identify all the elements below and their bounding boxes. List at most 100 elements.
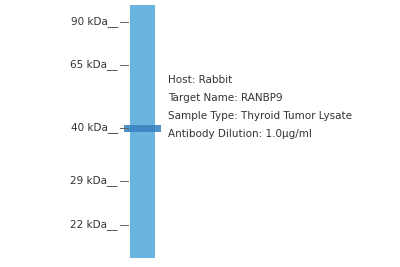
Bar — [130, 125, 155, 127]
Bar — [130, 133, 155, 135]
Bar — [130, 201, 155, 202]
Bar — [130, 95, 155, 96]
Bar — [130, 187, 155, 189]
Bar — [130, 164, 155, 165]
Bar — [130, 160, 155, 162]
Bar — [130, 154, 155, 155]
Bar — [130, 186, 155, 187]
Bar — [130, 18, 155, 20]
Bar — [130, 62, 155, 64]
Bar — [130, 207, 155, 209]
Bar — [130, 47, 155, 49]
Text: Sample Type: Thyroid Tumor Lysate: Sample Type: Thyroid Tumor Lysate — [168, 111, 352, 121]
Bar — [130, 89, 155, 91]
Bar — [130, 86, 155, 88]
Bar — [130, 96, 155, 98]
Bar — [130, 150, 155, 152]
Bar — [130, 229, 155, 231]
Bar — [130, 184, 155, 186]
Bar — [130, 142, 155, 143]
Bar — [130, 104, 155, 106]
Bar — [130, 72, 155, 74]
Bar — [130, 54, 155, 56]
Bar — [130, 83, 155, 84]
Bar — [130, 7, 155, 8]
Bar — [130, 59, 155, 61]
Bar — [130, 30, 155, 32]
Bar — [130, 209, 155, 211]
Text: 40 kDa__: 40 kDa__ — [71, 123, 118, 134]
Bar — [130, 10, 155, 12]
Bar — [130, 248, 155, 250]
Bar — [130, 118, 155, 120]
Bar — [130, 61, 155, 62]
Text: 90 kDa__: 90 kDa__ — [71, 17, 118, 28]
Bar — [130, 84, 155, 86]
Bar — [130, 170, 155, 172]
Bar — [130, 128, 155, 130]
Bar — [130, 168, 155, 170]
Bar — [130, 182, 155, 184]
Bar — [130, 152, 155, 154]
Bar — [130, 214, 155, 216]
Text: 22 kDa__: 22 kDa__ — [70, 219, 118, 230]
Bar — [130, 57, 155, 59]
Bar — [130, 206, 155, 207]
Bar — [130, 29, 155, 30]
Bar — [130, 251, 155, 253]
Bar — [124, 124, 161, 132]
Bar — [130, 234, 155, 236]
Bar — [130, 223, 155, 224]
Bar — [130, 91, 155, 93]
Bar — [130, 106, 155, 108]
Bar — [130, 143, 155, 145]
Text: Host: Rabbit: Host: Rabbit — [168, 75, 232, 85]
Bar — [130, 236, 155, 238]
Text: Target Name: RANBP9: Target Name: RANBP9 — [168, 93, 283, 103]
Bar — [130, 202, 155, 204]
Bar — [130, 88, 155, 89]
Bar — [130, 77, 155, 79]
Bar — [130, 130, 155, 132]
Bar — [130, 204, 155, 206]
Bar — [130, 199, 155, 201]
Bar — [130, 238, 155, 239]
Text: Antibody Dilution: 1.0µg/ml: Antibody Dilution: 1.0µg/ml — [168, 129, 312, 139]
Bar — [130, 140, 155, 142]
Bar — [130, 231, 155, 233]
Bar — [130, 20, 155, 22]
Bar — [130, 219, 155, 221]
Text: 65 kDa__: 65 kDa__ — [70, 60, 118, 70]
Bar — [130, 197, 155, 199]
Bar — [130, 216, 155, 218]
Bar — [130, 25, 155, 27]
Bar — [130, 56, 155, 57]
Bar — [130, 189, 155, 191]
Bar — [130, 108, 155, 110]
Bar — [130, 135, 155, 137]
Bar — [130, 76, 155, 77]
Bar — [130, 123, 155, 125]
Bar — [130, 40, 155, 42]
Bar — [130, 49, 155, 50]
Bar — [130, 109, 155, 111]
Bar — [130, 127, 155, 128]
Bar — [130, 39, 155, 41]
Bar — [130, 17, 155, 18]
Bar — [130, 162, 155, 164]
Bar — [130, 174, 155, 175]
Bar — [130, 22, 155, 23]
Bar — [130, 157, 155, 159]
Bar — [130, 15, 155, 17]
Bar — [130, 111, 155, 113]
Bar — [130, 52, 155, 54]
Bar — [130, 93, 155, 95]
Bar — [130, 211, 155, 213]
Bar — [130, 101, 155, 103]
Bar — [130, 32, 155, 34]
Bar — [130, 81, 155, 83]
Bar — [130, 8, 155, 10]
Bar — [130, 74, 155, 76]
Bar — [130, 35, 155, 37]
Bar — [130, 99, 155, 101]
